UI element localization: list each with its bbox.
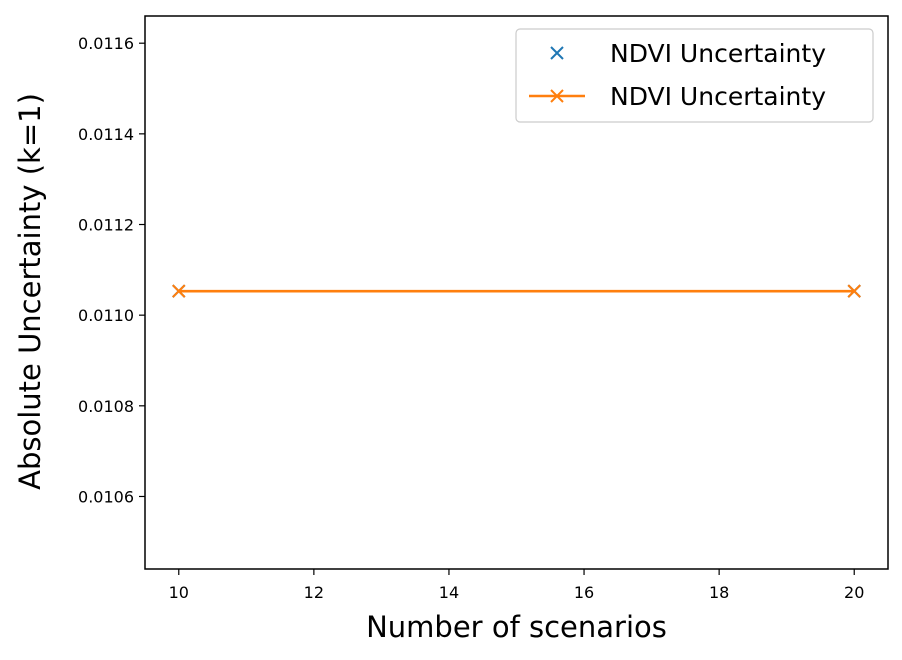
x-tick-label: 18: [709, 583, 729, 602]
series-2: [172, 284, 861, 298]
x-tick-label: 12: [304, 583, 324, 602]
legend-label: NDVI Uncertainty: [610, 39, 826, 68]
y-tick-label: 0.0112: [78, 216, 134, 235]
x-tick-label: 10: [169, 583, 189, 602]
legend-label: NDVI Uncertainty: [610, 82, 826, 111]
legend: NDVI Uncertainty NDVI Uncertainty: [515, 28, 874, 123]
plot-area: [172, 284, 861, 298]
legend-entry: NDVI Uncertainty: [550, 39, 826, 68]
y-tick-label: 0.0116: [78, 34, 134, 53]
y-tick-label: 0.0108: [78, 397, 134, 416]
legend-marker: [550, 89, 564, 103]
data-point: [172, 284, 186, 298]
plot-frame: [144, 15, 889, 570]
x-tick-label: 14: [439, 583, 459, 602]
data-point: [847, 284, 861, 298]
y-tick-label: 0.0114: [78, 125, 134, 144]
legend-frame: [515, 28, 874, 123]
y-tick-label: 0.0106: [78, 487, 134, 506]
y-axis-title: Absolute Uncertainty (k=1): [13, 93, 47, 490]
x-tick-label: 20: [844, 583, 864, 602]
legend-entry: NDVI Uncertainty: [529, 82, 826, 111]
y-tick-label: 0.0110: [78, 306, 134, 325]
y-axis: 0.0106 0.0108 0.0110 0.0112 0.0114 0.0116: [78, 34, 145, 506]
x-axis-title: Number of scenarios: [366, 610, 667, 644]
legend-marker: [550, 46, 564, 60]
x-axis: 10 12 14 16 18 20: [169, 569, 864, 602]
x-tick-label: 16: [574, 583, 594, 602]
